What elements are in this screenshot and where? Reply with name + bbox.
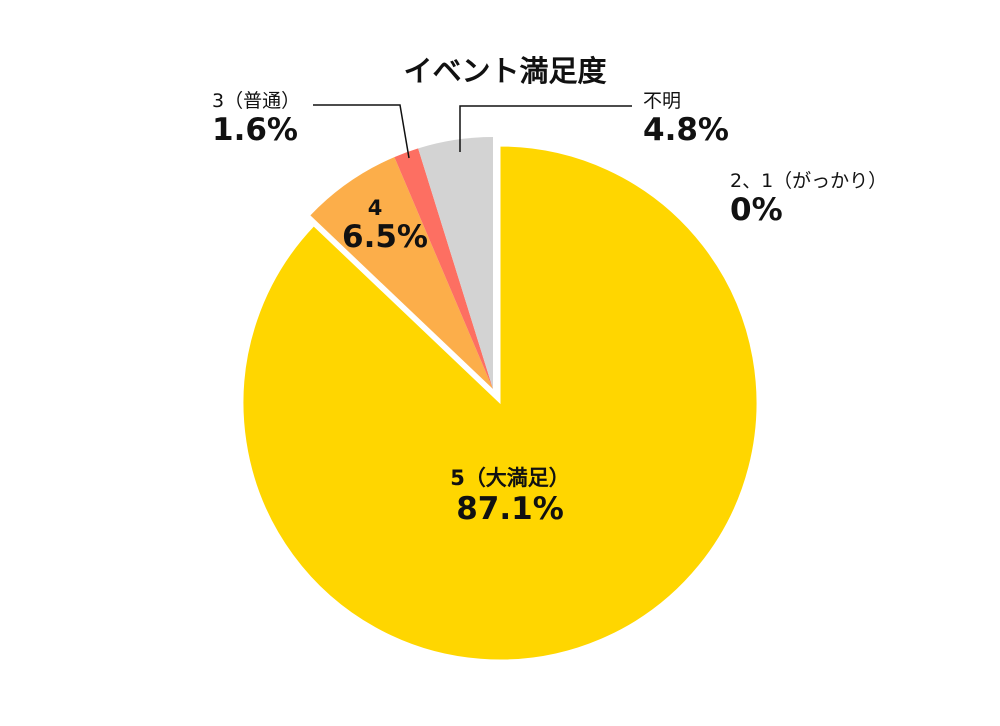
label-5-very-satisfied: 5（大満足） 87.1%: [420, 462, 600, 528]
label-2-1-value: 0%: [730, 192, 783, 228]
label-unknown-value: 4.8%: [643, 112, 729, 148]
leader-line-unknown: [459, 105, 632, 152]
slice-5-very-satisfied: [242, 145, 758, 661]
slice-unknown: [418, 137, 493, 389]
label-unknown: 不明 4.8%: [643, 86, 729, 147]
label-3-value: 1.6%: [212, 112, 298, 148]
label-4-name: 4: [367, 196, 383, 220]
slice-3-neutral: [394, 148, 493, 389]
label-unknown-name: 不明: [643, 90, 682, 112]
chart-title: イベント満足度: [403, 54, 607, 88]
slice-4: [310, 157, 493, 389]
label-5-value: 87.1%: [456, 491, 564, 527]
label-2-1-disappointed: 2、1（がっかり） 0%: [730, 166, 887, 227]
label-4: 4 6.5%: [330, 196, 440, 256]
label-4-value: 6.5%: [342, 219, 428, 255]
label-3-neutral: 3（普通） 1.6%: [212, 86, 300, 147]
label-5-name: 5（大満足）: [450, 466, 570, 490]
label-2-1-name: 2、1（がっかり）: [730, 170, 888, 192]
label-3-name: 3（普通）: [212, 90, 301, 112]
leader-line-3: [313, 104, 410, 159]
